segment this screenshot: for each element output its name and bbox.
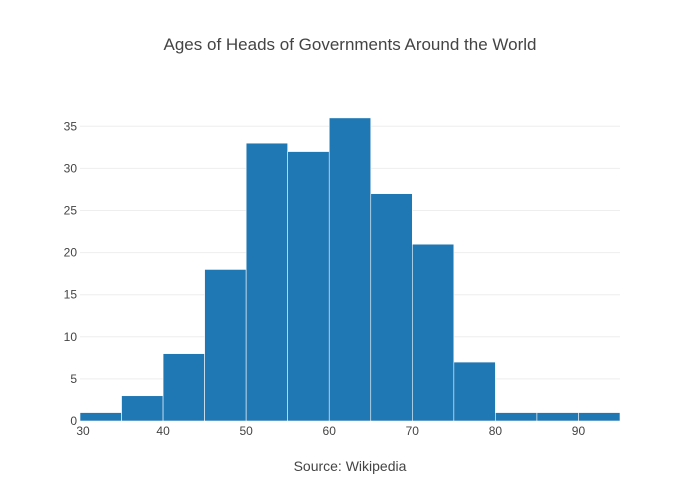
histogram-bar[interactable] <box>370 193 413 422</box>
x-tick-label: 90 <box>572 424 586 438</box>
x-tick-label: 70 <box>406 424 420 438</box>
histogram-bar[interactable] <box>79 412 122 422</box>
histogram-bar[interactable] <box>287 151 330 422</box>
histogram-bars <box>79 117 621 422</box>
y-tick-label: 15 <box>64 288 78 302</box>
y-tick-label: 30 <box>64 161 78 175</box>
y-tick-label: 0 <box>70 414 77 428</box>
histogram-bar[interactable] <box>162 353 205 422</box>
histogram-bar[interactable] <box>204 269 247 422</box>
histogram-bar[interactable] <box>328 117 372 422</box>
x-tick-label: 40 <box>156 424 170 438</box>
histogram-bar[interactable] <box>578 412 621 422</box>
y-tick-label: 10 <box>64 330 78 344</box>
histogram-bar[interactable] <box>245 142 288 422</box>
y-tick-label: 20 <box>64 246 78 260</box>
y-tick-label: 5 <box>70 372 77 386</box>
x-tick-label: 50 <box>239 424 253 438</box>
y-axis-ticks: 0 5 10 15 20 25 30 35 <box>64 119 78 428</box>
x-axis-label: Source: Wikipedia <box>294 458 407 474</box>
y-tick-label: 25 <box>64 204 78 218</box>
histogram-bar[interactable] <box>453 361 496 422</box>
histogram-bar[interactable] <box>536 412 579 422</box>
x-axis-ticks: 30 40 50 60 70 80 90 <box>76 424 585 438</box>
x-tick-label: 80 <box>489 424 503 438</box>
histogram-bar[interactable] <box>495 412 538 422</box>
histogram-bar[interactable] <box>412 243 455 422</box>
x-tick-label: 60 <box>323 424 337 438</box>
histogram-bar[interactable] <box>121 395 164 422</box>
y-tick-label: 35 <box>64 119 78 133</box>
chart-title: Ages of Heads of Governments Around the … <box>164 35 537 54</box>
x-tick-label: 30 <box>76 424 90 438</box>
